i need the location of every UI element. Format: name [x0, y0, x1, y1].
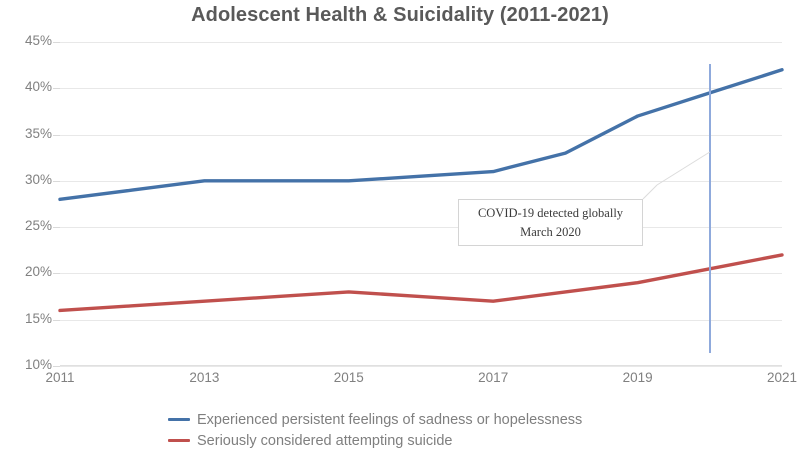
y-tick-mark — [53, 180, 60, 182]
x-tick-label: 2017 — [478, 370, 509, 385]
covid-annotation-line1: COVID-19 detected globally — [477, 206, 624, 221]
y-tick-mark — [53, 319, 60, 321]
y-tick-mark — [53, 88, 60, 90]
legend-item-1[interactable]: Seriously considered attempting suicide — [168, 430, 688, 451]
y-tick-mark — [53, 273, 60, 275]
y-tick-mark — [53, 42, 60, 43]
gridline — [60, 42, 782, 43]
legend-label: Seriously considered attempting suicide — [197, 432, 453, 449]
series-lines-group — [58, 68, 784, 313]
y-tick-label: 45% — [24, 33, 52, 48]
plot-area — [53, 42, 784, 367]
gridline — [60, 227, 782, 229]
gridline — [60, 366, 782, 367]
y-tick-label: 20% — [24, 264, 52, 280]
legend-label: Experienced persistent feelings of sadne… — [197, 411, 583, 428]
covid-annotation-box: COVID-19 detected globally March 2020 — [458, 199, 643, 246]
y-tick-label: 10% — [24, 357, 52, 372]
gridline — [60, 134, 782, 136]
y-tick-mark — [53, 134, 60, 136]
x-tick-label: 2019 — [622, 370, 653, 385]
legend-item-0[interactable]: Experienced persistent feelings of sadne… — [168, 409, 688, 430]
covid-annotation-line2: March 2020 — [520, 224, 581, 239]
gridline — [60, 319, 782, 321]
chart-legend: Experienced persistent feelings of sadne… — [168, 409, 688, 451]
series-line-0 — [58, 68, 784, 202]
x-axis-line — [60, 365, 782, 366]
gridline — [60, 273, 782, 275]
gridline — [60, 88, 782, 90]
y-tick-label: 30% — [24, 171, 52, 187]
legend-swatch-icon — [168, 418, 190, 421]
x-tick-label: 2015 — [333, 370, 364, 385]
gridline — [60, 180, 782, 182]
x-tick-label: 2011 — [45, 370, 75, 385]
y-tick-label: 15% — [24, 310, 52, 326]
x-tick-label: 2013 — [189, 370, 220, 385]
y-tick-label: 25% — [24, 218, 52, 234]
chart-title: Adolescent Health & Suicidality (2011-20… — [191, 4, 609, 26]
x-axis-labels: 2011 2013 2015 2017 2019 2021 — [45, 370, 797, 394]
x-tick-label: 2021 — [766, 370, 798, 385]
series-line-1 — [58, 253, 784, 313]
y-tick-label: 40% — [24, 79, 52, 95]
y-tick-label: 35% — [24, 125, 52, 141]
covid-marker-line — [708, 64, 711, 353]
legend-swatch-icon — [168, 439, 190, 442]
y-tick-mark — [53, 366, 60, 367]
y-tick-mark — [53, 227, 60, 229]
